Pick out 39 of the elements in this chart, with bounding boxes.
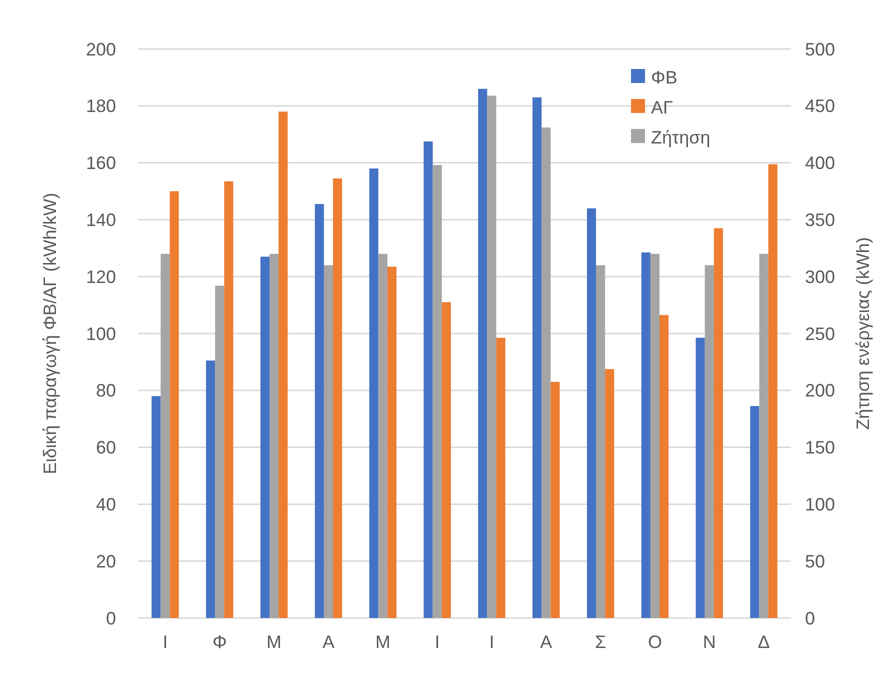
y-tick-label: 200: [86, 39, 116, 60]
y2-tick-label: 500: [805, 39, 836, 60]
y2-tick-label: 50: [805, 551, 826, 572]
x-tick-label: Α: [540, 632, 552, 652]
legend-label: Ζήτηση: [651, 127, 710, 148]
y-tick-label: 100: [86, 324, 116, 344]
x-tick-label: Α: [322, 632, 334, 652]
y2-axis-title: Ζήτηση ενέργειας (kWh): [853, 237, 873, 430]
y-axis-title: Ειδική παραγωγή ΦΒ/ΑΓ (kWh/kW): [40, 192, 60, 474]
x-tick-label: Ι: [434, 632, 440, 652]
x-tick-label: Σ: [594, 632, 606, 652]
y-tick-label: 80: [96, 380, 116, 401]
x-tick-label: Δ: [758, 632, 770, 652]
y2-tick-label: 300: [805, 266, 836, 287]
y2-tick-label: 400: [805, 153, 836, 174]
y-tick-label: 0: [106, 608, 116, 628]
x-tick-label: Ι: [162, 632, 168, 652]
y2-tick-label: 250: [805, 324, 836, 344]
y2-tick-label: 450: [805, 96, 836, 116]
x-tick-label: Ι: [489, 632, 494, 652]
x-tick-label: Ν: [702, 632, 716, 652]
legend-label: ΦΒ: [651, 67, 678, 88]
y-tick-label: 60: [96, 438, 116, 458]
y-tick-label: 140: [86, 210, 116, 230]
y2-tick-label: 350: [805, 210, 836, 230]
y-tick-label: 180: [86, 96, 116, 116]
y-tick-label: 20: [96, 551, 116, 572]
y-tick-label: 120: [86, 266, 116, 287]
y2-tick-label: 200: [805, 380, 836, 401]
x-tick-label: Μ: [266, 632, 282, 652]
y-tick-label: 160: [86, 153, 116, 174]
y2-tick-label: 0: [805, 608, 816, 628]
x-tick-label: Ο: [648, 632, 662, 652]
x-tick-label: Μ: [375, 632, 390, 652]
x-tick-label: Φ: [212, 632, 227, 652]
y2-tick-label: 150: [805, 438, 836, 458]
y-tick-label: 40: [96, 494, 116, 514]
legend-label: ΑΓ: [651, 97, 674, 118]
y2-tick-label: 100: [805, 494, 836, 514]
